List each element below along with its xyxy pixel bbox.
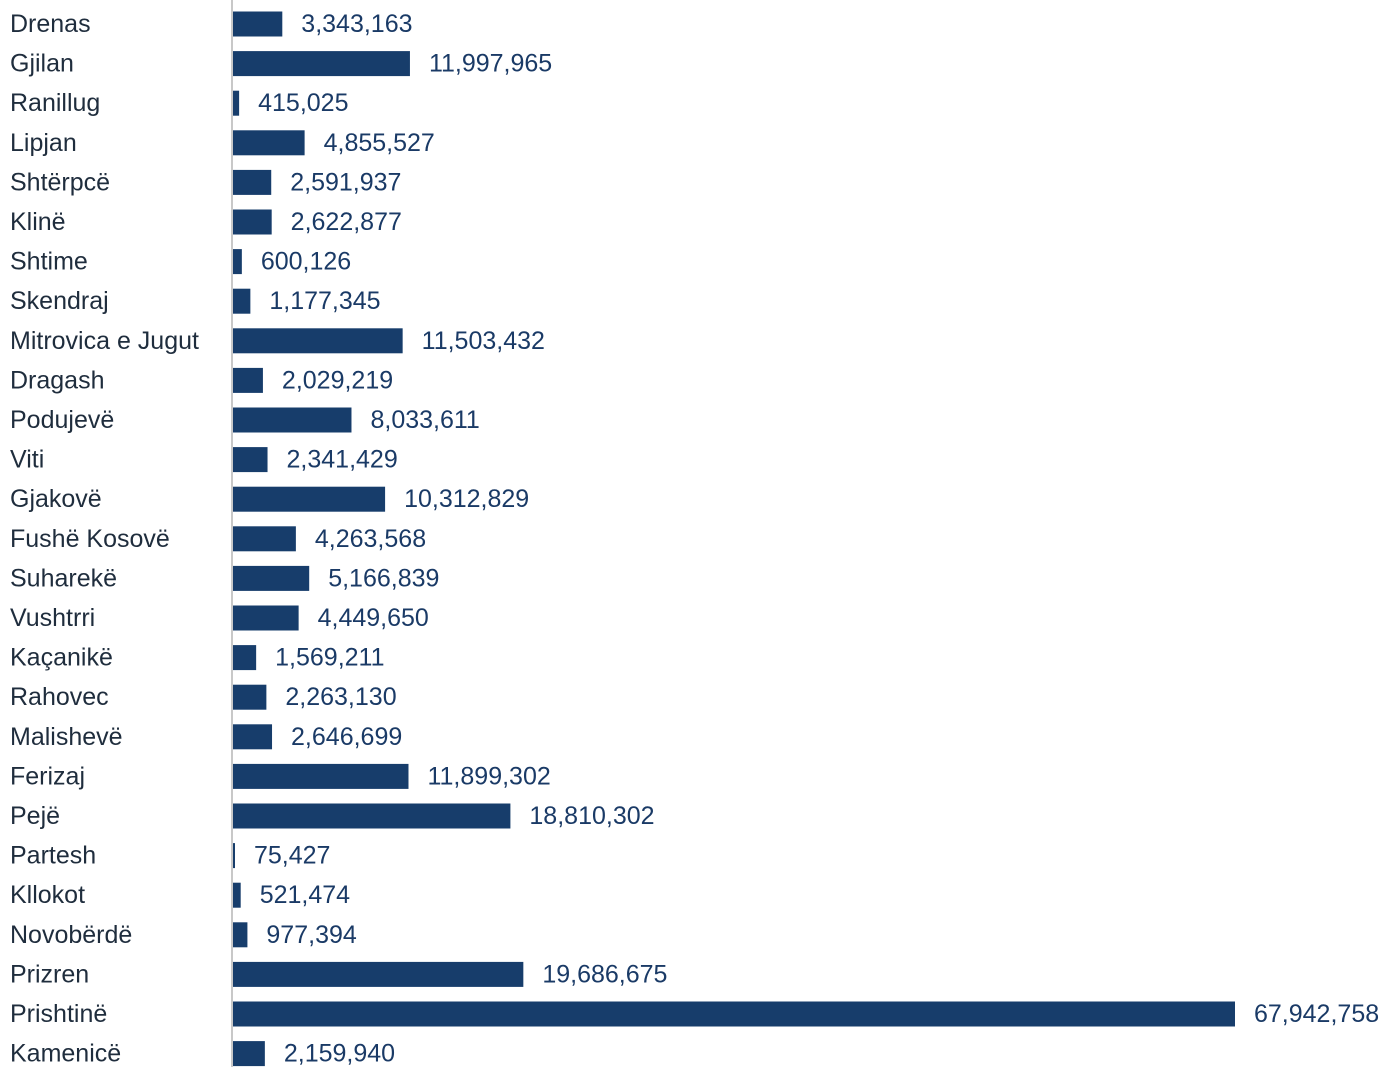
value-label: 4,263,568 (315, 525, 426, 553)
bar (233, 130, 305, 156)
category-label: Gjakovë (10, 485, 102, 513)
bar (233, 209, 272, 235)
value-label: 19,686,675 (542, 960, 667, 988)
value-label: 3,343,163 (301, 10, 412, 38)
bar (233, 1041, 265, 1067)
bar (233, 803, 511, 829)
value-label: 2,591,937 (290, 168, 401, 196)
bar (233, 51, 410, 77)
value-label: 521,474 (260, 881, 350, 909)
value-label: 2,263,130 (285, 683, 396, 711)
bar (233, 961, 524, 987)
bar (233, 486, 386, 512)
bar (233, 882, 241, 908)
value-label: 600,126 (261, 248, 351, 276)
category-label: Kamenicë (10, 1040, 121, 1067)
category-label: Prizren (10, 960, 89, 988)
category-label: Ranillug (10, 89, 100, 117)
bar (233, 922, 248, 948)
value-label: 2,159,940 (284, 1040, 395, 1067)
bar (233, 367, 263, 393)
value-label: 67,942,758 (1254, 1000, 1379, 1028)
value-label: 11,503,432 (422, 327, 545, 355)
category-label: Viti (10, 446, 44, 474)
value-label: 4,449,650 (318, 604, 429, 632)
category-label: Klinë (10, 208, 66, 236)
category-label: Podujevë (10, 406, 114, 434)
category-label: Prishtinë (10, 1000, 107, 1028)
value-label: 2,029,219 (282, 366, 393, 394)
category-label: Fushë Kosovë (10, 525, 170, 553)
category-label: Partesh (10, 842, 96, 870)
category-label: Pejë (10, 802, 60, 830)
category-label: Lipjan (10, 129, 77, 157)
value-label: 2,622,877 (291, 208, 402, 236)
category-label: Rahovec (10, 683, 109, 711)
category-label: Drenas (10, 10, 91, 38)
category-label: Ferizaj (10, 762, 85, 790)
bar (233, 763, 409, 789)
value-label: 415,025 (258, 89, 348, 117)
bar (233, 565, 310, 591)
bar (233, 605, 299, 631)
bar (233, 288, 251, 314)
bar (233, 645, 257, 671)
value-label: 11,899,302 (427, 762, 550, 790)
category-label: Skendraj (10, 287, 109, 315)
value-label: 977,394 (266, 921, 356, 949)
bar (233, 843, 235, 869)
bar (233, 169, 272, 195)
category-label: Gjilan (10, 50, 74, 78)
category-label: Kaçanikë (10, 644, 113, 672)
category-label: Suharekë (10, 564, 117, 592)
value-label: 8,033,611 (370, 406, 479, 434)
value-label: 2,646,699 (291, 723, 402, 751)
category-label: Kllokot (10, 881, 85, 909)
bar (233, 407, 352, 433)
category-label: Shtërpcë (10, 168, 110, 196)
bar (233, 447, 268, 473)
value-label: 11,997,965 (429, 50, 552, 78)
value-label: 1,569,211 (275, 644, 384, 672)
bar (233, 1001, 1235, 1027)
category-label: Mitrovica e Jugut (10, 327, 199, 355)
value-label: 2,341,429 (287, 446, 398, 474)
value-label: 75,427 (254, 842, 330, 870)
value-label: 5,166,839 (328, 564, 439, 592)
value-label: 4,855,527 (324, 129, 435, 157)
bar (233, 249, 242, 275)
bar (233, 90, 240, 116)
value-label: 18,810,302 (529, 802, 654, 830)
category-label: Novobërdë (10, 921, 132, 949)
value-label: 10,312,829 (404, 485, 529, 513)
category-label: Dragash (10, 366, 105, 394)
bar (233, 684, 267, 710)
bar (233, 328, 403, 354)
bar (233, 11, 283, 37)
value-label: 1,177,345 (269, 287, 380, 315)
category-label: Malishevë (10, 723, 123, 751)
bar (233, 724, 273, 750)
category-label: Shtime (10, 248, 88, 276)
category-label: Vushtrri (10, 604, 95, 632)
bar (233, 526, 296, 552)
